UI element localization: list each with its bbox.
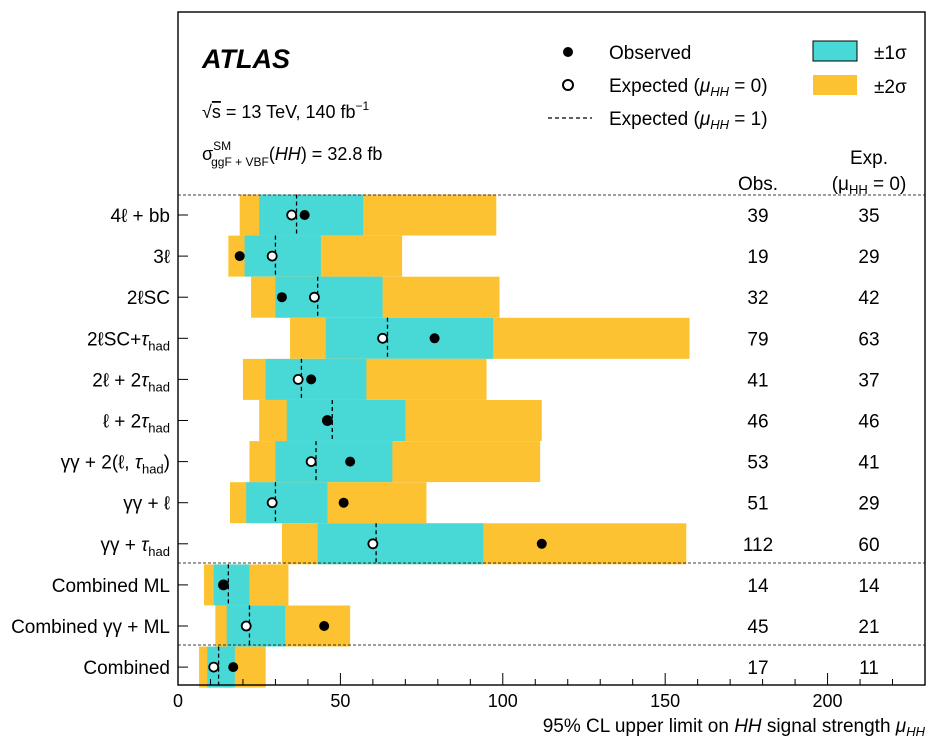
x-tick-label: 50 (330, 691, 350, 711)
obs-value: 19 (747, 247, 768, 268)
observed-marker (218, 579, 229, 590)
legend-band2-label: ±2σ (874, 77, 907, 98)
expected-marker (367, 538, 379, 550)
expected-marker (292, 373, 304, 385)
obs-value: 39 (747, 206, 768, 227)
value-columns: 39 35 19 29 32 42 79 63 41 37 46 46 53 41 51 29 112 60 14 1… (743, 206, 880, 679)
observed-marker (345, 456, 356, 467)
observed-marker (276, 292, 287, 303)
legend-observed-label: Observed (609, 43, 691, 64)
expected-marker (286, 209, 298, 221)
exp-value: 14 (858, 576, 880, 597)
obs-value: 45 (747, 617, 768, 638)
obs-value: 53 (747, 453, 768, 474)
exp-column-subheader: (μHH = 0) (832, 174, 907, 197)
obs-value: 112 (743, 535, 773, 556)
legend-expected0-label: Expected (μHH = 0) (609, 76, 768, 99)
row-label: Combined (83, 658, 170, 679)
x-tick-label: 0 (173, 691, 183, 711)
x-tick-label: 150 (650, 691, 680, 711)
band-1sigma (246, 482, 328, 524)
exp-value: 42 (858, 288, 879, 309)
observed-marker (306, 374, 317, 385)
exp-value: 63 (858, 329, 879, 350)
legend-band1-label: ±1σ (874, 43, 907, 64)
x-tick-label: 100 (488, 691, 518, 711)
legend-observed-marker (563, 47, 573, 57)
expected-marker (305, 456, 317, 468)
obs-value: 46 (747, 412, 768, 433)
row-label: ℓ + 2τhad​ (103, 412, 170, 436)
expected-marker (208, 661, 220, 673)
limit-markers (208, 194, 547, 688)
exp-value: 46 (858, 412, 879, 433)
legend-band2-swatch (813, 75, 857, 95)
exp-column-header: Exp. (850, 148, 888, 169)
band-1sigma (275, 441, 393, 483)
obs-value: 32 (747, 288, 768, 309)
observed-marker (429, 333, 440, 344)
observed-marker (322, 415, 333, 426)
observed-marker (228, 662, 239, 673)
x-axis-ticks: 0 50 100 150 200 (173, 214, 926, 711)
axes-box (177, 11, 926, 686)
band-1sigma (286, 400, 406, 441)
band-1sigma (325, 317, 494, 359)
row-label: 2ℓSC+τhad​ (87, 329, 170, 353)
row-label: Combined ML (52, 576, 170, 597)
legend: Observed Expected (μHH = 0) Expected (μH… (548, 40, 907, 132)
observed-marker (299, 210, 310, 220)
expected-marker (377, 332, 389, 344)
observed-marker (536, 538, 547, 549)
experiment-label: ATLAS (201, 44, 290, 74)
exp-value: 37 (858, 370, 879, 391)
expected-marker (240, 620, 252, 632)
row-label: 2ℓ + 2τhad​ (92, 370, 170, 394)
exp-value: 29 (858, 247, 879, 268)
exp-value: 29 (858, 494, 879, 515)
expected-marker (266, 250, 278, 262)
obs-value: 14 (747, 576, 769, 597)
exp-value: 60 (858, 535, 879, 556)
band-1sigma (259, 194, 364, 236)
expected-marker (266, 497, 278, 509)
row-label: γγ + ℓ (123, 494, 170, 515)
exp-value: 11 (859, 658, 879, 679)
group-separators (178, 194, 925, 646)
x-tick-label: 200 (813, 691, 843, 711)
band-1sigma (275, 276, 383, 318)
expected-marker (309, 291, 320, 303)
xsec-label: σSM ggF + VBF(HH) = 32.8 fb (202, 139, 382, 169)
obs-value: 17 (747, 658, 768, 679)
band-1sigma (244, 235, 321, 277)
row-label: γγ + τhad​ (101, 535, 170, 559)
exp-value: 41 (858, 453, 879, 474)
band-1sigma (317, 523, 484, 565)
row-label: 2ℓSC (127, 288, 170, 309)
energy-label: √s = 13 TeV, 140 fb−1 (202, 99, 370, 122)
uncertainty-bands (199, 194, 690, 688)
legend-expected1-label: Expected (μHH = 1) (609, 109, 768, 132)
observed-marker (234, 251, 245, 262)
exp-value: 21 (858, 617, 879, 638)
row-label: Combined γγ + ML (11, 617, 170, 638)
obs-value: 41 (747, 370, 768, 391)
obs-value: 79 (747, 329, 768, 350)
observed-marker (319, 621, 330, 631)
row-label: 4ℓ + bb (111, 206, 171, 227)
row-label: 3ℓ (153, 247, 170, 268)
row-label: γγ + 2(ℓ, τhad​) (61, 453, 170, 477)
observed-marker (338, 497, 349, 508)
row-labels: 4ℓ + bb 3ℓ 2ℓSC 2ℓSC+τhad​ 2ℓ + 2τhad​ ℓ + 2τ… (11, 206, 170, 679)
obs-value: 51 (747, 494, 768, 515)
legend-expected0-marker (562, 79, 574, 91)
obs-column-header: Obs. (738, 174, 778, 195)
plot-frame (177, 11, 926, 686)
band-1sigma (226, 605, 286, 647)
exp-value: 35 (858, 206, 879, 227)
x-axis-title: 95% CL upper limit on HH signal strength… (543, 716, 926, 739)
legend-band1-swatch (812, 40, 858, 62)
